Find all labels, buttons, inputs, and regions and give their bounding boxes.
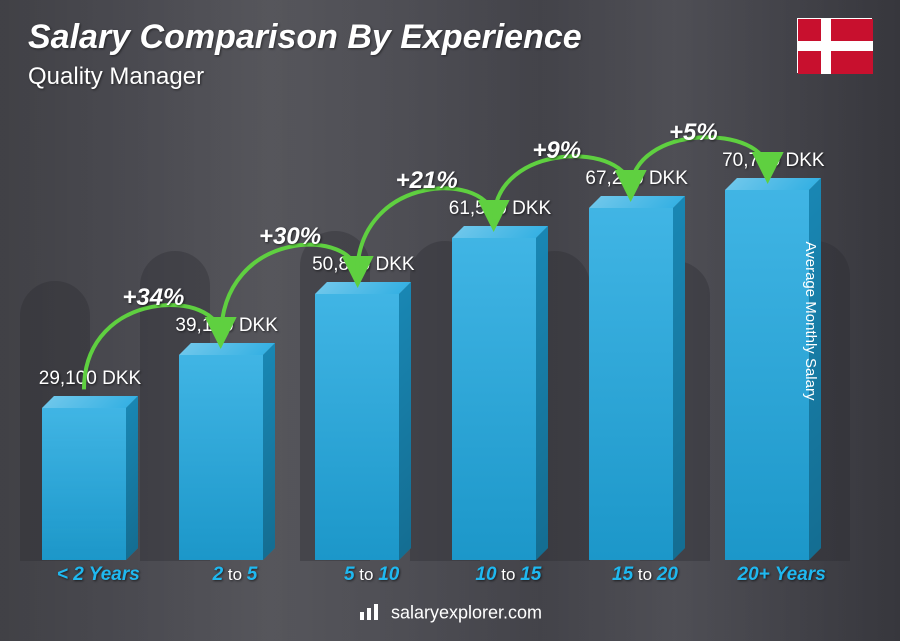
bar-side xyxy=(536,226,548,560)
chart-subtitle: Quality Manager xyxy=(28,63,582,91)
bar-side xyxy=(399,282,411,560)
bar-chart: 29,100 DKK< 2 Years39,100 DKK2 to 550,80… xyxy=(30,130,850,586)
bar-side xyxy=(126,396,138,560)
y-axis-label: Average Monthly Salary xyxy=(802,241,819,400)
bar-side xyxy=(263,343,275,560)
bar xyxy=(589,208,685,560)
increase-arc: +5% xyxy=(611,103,808,216)
x-axis-label: 10 to 15 xyxy=(440,564,577,586)
x-axis-label: 2 to 5 xyxy=(167,564,304,586)
bar-side xyxy=(673,196,685,560)
denmark-flag-icon xyxy=(797,18,872,73)
logo-icon xyxy=(358,600,380,627)
bar-front xyxy=(725,190,809,560)
title-block: Salary Comparison By Experience Quality … xyxy=(28,18,582,91)
increase-label: +9% xyxy=(532,137,581,165)
footer: salaryexplorer.com xyxy=(0,600,900,627)
bar xyxy=(42,408,138,560)
x-axis-label: 15 to 20 xyxy=(577,564,714,586)
chart-title: Salary Comparison By Experience xyxy=(28,18,582,57)
x-axis-label: 5 to 10 xyxy=(303,564,440,586)
increase-label: +34% xyxy=(122,284,184,312)
header: Salary Comparison By Experience Quality … xyxy=(28,18,872,91)
footer-site: salaryexplorer.com xyxy=(391,602,542,622)
increase-label: +5% xyxy=(669,119,718,147)
increase-label: +30% xyxy=(259,223,321,251)
x-axis-label: < 2 Years xyxy=(30,564,167,586)
increase-label: +21% xyxy=(396,167,458,195)
bar-front xyxy=(589,208,673,560)
bar-front xyxy=(42,408,126,560)
x-axis-label: 20+ Years xyxy=(713,564,850,586)
